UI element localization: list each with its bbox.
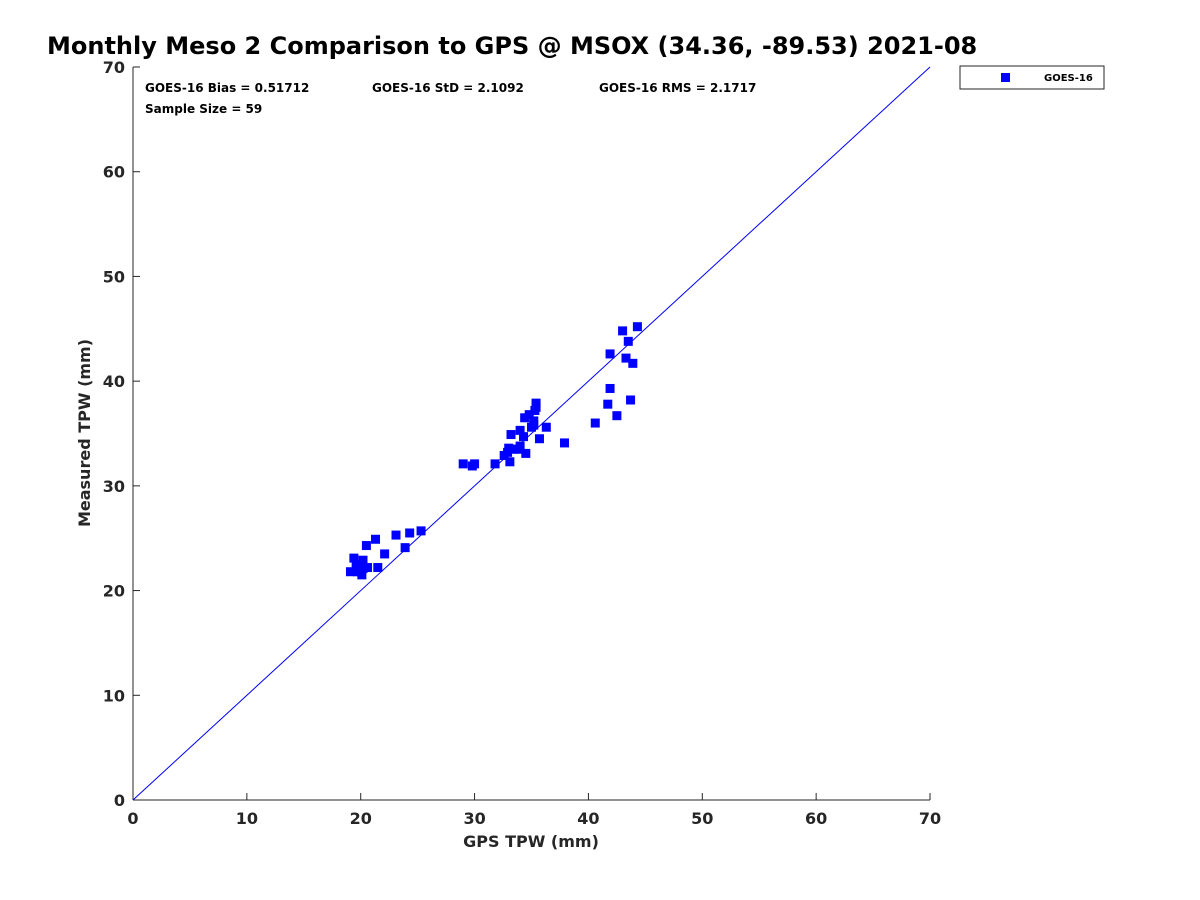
data-points: [345, 322, 642, 580]
legend-marker: [1001, 73, 1010, 82]
x-tick-label: 40: [577, 809, 599, 828]
sample-size-stat: Sample Size = 59: [145, 102, 262, 116]
y-tick-label: 60: [103, 163, 125, 182]
x-ticks: 0 10 20 30 40 50 60 70: [127, 793, 941, 828]
data-point: [391, 530, 401, 540]
one-to-one-line: [132, 66, 931, 801]
data-point: [531, 402, 541, 412]
data-point: [590, 418, 600, 428]
data-point: [357, 570, 367, 580]
std-stat: GOES-16 StD = 2.1092: [372, 81, 524, 95]
data-point: [623, 336, 633, 346]
data-point: [618, 326, 628, 336]
data-point: [515, 441, 525, 451]
data-point: [361, 541, 371, 551]
data-point: [371, 534, 381, 544]
bias-stat: GOES-16 Bias = 0.51712: [145, 81, 309, 95]
data-point: [603, 399, 613, 409]
data-point: [351, 559, 361, 569]
data-point: [358, 564, 368, 574]
chart-title: Monthly Meso 2 Comparison to GPS @ MSOX …: [47, 32, 977, 60]
data-point: [373, 563, 383, 573]
data-point: [490, 459, 500, 469]
data-point: [520, 413, 530, 423]
data-point: [506, 430, 516, 440]
data-point: [358, 555, 368, 565]
x-tick-label: 50: [691, 809, 713, 828]
legend: GOES-16: [959, 65, 1105, 90]
x-axis-label: GPS TPW (mm): [463, 832, 599, 851]
plot-area: 0 10 20 30 40 50 60 70 0 10 20 30 40 50 60 70: [103, 58, 941, 828]
data-point: [400, 543, 410, 553]
data-point: [521, 448, 531, 458]
data-point: [534, 434, 544, 444]
y-tick-label: 40: [103, 372, 125, 391]
data-point: [515, 425, 525, 435]
x-tick-label: 60: [805, 809, 827, 828]
y-tick-label: 30: [103, 477, 125, 496]
x-tick-label: 0: [127, 809, 138, 828]
data-point: [605, 349, 615, 359]
data-point: [560, 438, 570, 448]
data-point: [632, 322, 642, 332]
y-tick-label: 70: [103, 58, 125, 77]
y-tick-label: 0: [114, 791, 125, 810]
data-point: [505, 457, 515, 467]
data-point: [458, 459, 468, 469]
data-point: [380, 549, 390, 559]
data-point: [524, 410, 534, 420]
data-point: [621, 353, 631, 363]
data-point: [363, 563, 373, 573]
y-axis-label: Measured TPW (mm): [75, 339, 94, 527]
y-tick-label: 50: [103, 267, 125, 286]
x-tick-label: 10: [236, 809, 258, 828]
x-tick-label: 20: [350, 809, 372, 828]
data-point: [628, 358, 638, 368]
x-tick-label: 30: [463, 809, 485, 828]
data-point: [529, 420, 539, 430]
data-point: [405, 528, 415, 538]
legend-box: [959, 65, 1105, 90]
y-tick-label: 20: [103, 582, 125, 601]
data-point: [519, 432, 529, 442]
data-point: [416, 526, 426, 536]
legend-label: GOES-16: [1044, 73, 1093, 84]
data-point: [504, 443, 514, 453]
data-point: [626, 395, 636, 405]
y-ticks: 0 10 20 30 40 50 60 70: [103, 58, 140, 810]
data-point: [612, 411, 622, 421]
y-tick-label: 10: [103, 686, 125, 705]
data-point: [349, 553, 359, 563]
data-point: [470, 459, 480, 469]
data-point: [605, 383, 615, 393]
rms-stat: GOES-16 RMS = 2.1717: [599, 81, 756, 95]
data-point: [541, 422, 551, 432]
data-point: [345, 567, 355, 577]
x-tick-label: 70: [919, 809, 941, 828]
